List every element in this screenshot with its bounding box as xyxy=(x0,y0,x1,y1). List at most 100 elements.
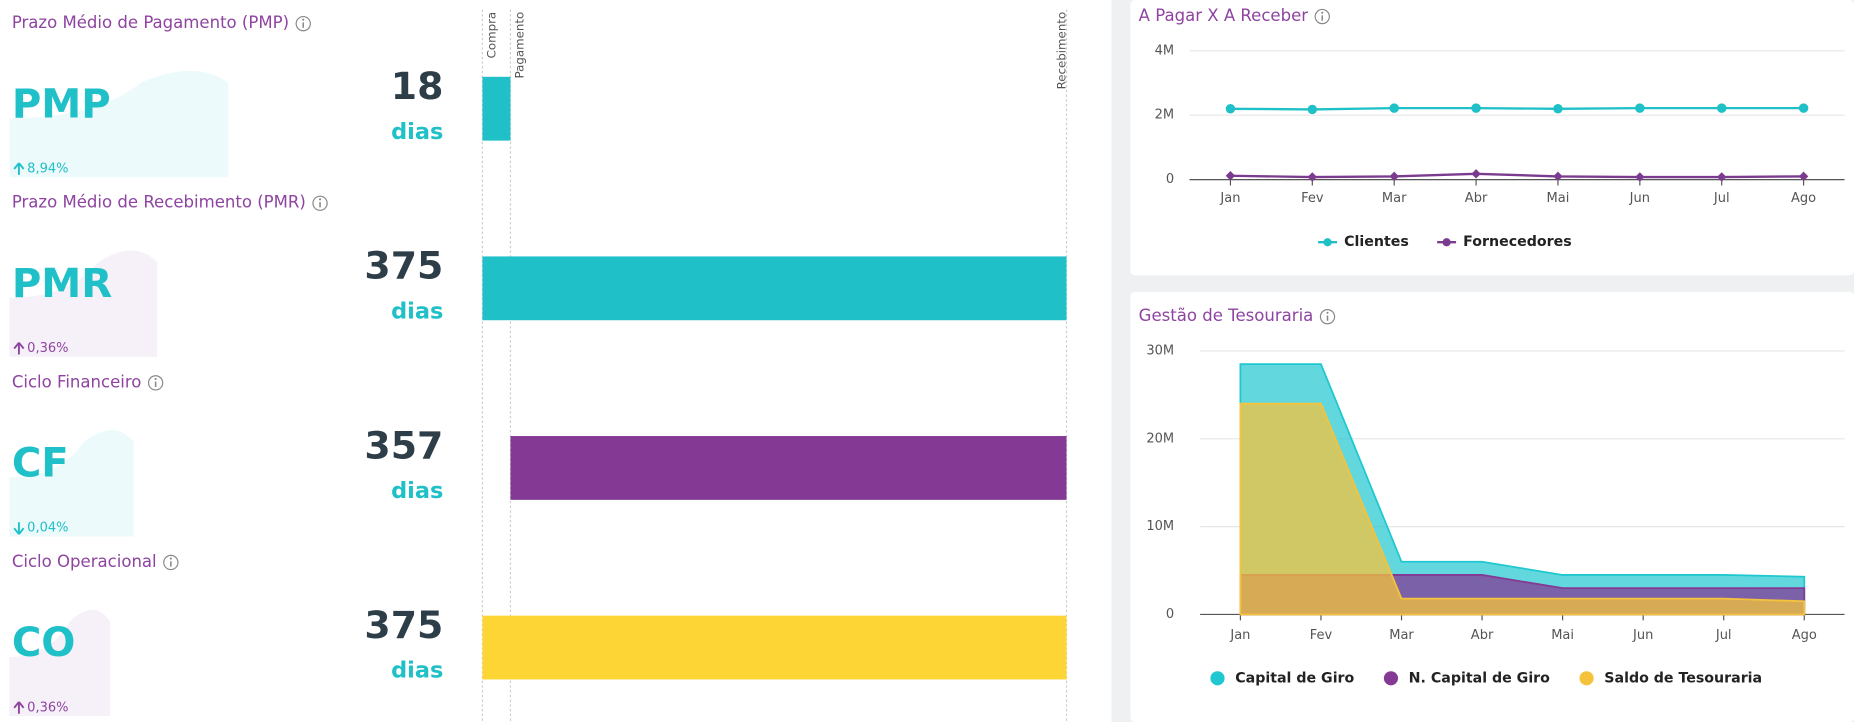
x-tick-label: Ago xyxy=(1791,191,1816,206)
info-icon xyxy=(312,195,328,211)
x-tick-label: Jul xyxy=(1715,628,1732,643)
kpi-value: 18 xyxy=(391,64,444,108)
y-tick-label: 0 xyxy=(1166,607,1174,622)
info-circle xyxy=(1319,309,1336,325)
kpi-abbr: PMP xyxy=(12,81,111,127)
legend-item: Clientes xyxy=(1318,234,1409,250)
kpi-bar xyxy=(482,256,1067,321)
point xyxy=(1635,103,1645,113)
legend-label: Capital de Giro xyxy=(1235,670,1354,686)
point xyxy=(1716,172,1727,182)
info-dot xyxy=(302,18,305,21)
chart-title: A Pagar X A Receber xyxy=(1139,6,1309,25)
kpi-change: 0,04% xyxy=(27,521,68,536)
point xyxy=(1798,103,1809,113)
legend-marker xyxy=(1323,238,1332,247)
legend-marker xyxy=(1442,238,1451,247)
legend-marker xyxy=(1210,671,1225,686)
y-tick-label: 2M xyxy=(1155,108,1175,123)
card xyxy=(1130,291,1854,722)
kpi-abbr: PMR xyxy=(12,261,112,307)
info-icon xyxy=(1319,309,1336,325)
legend-item: Fornecedores xyxy=(1437,234,1572,250)
info-icon xyxy=(147,375,164,391)
x-tick-label: Jun xyxy=(1629,191,1650,206)
point xyxy=(1389,171,1399,182)
change-arrow xyxy=(13,522,25,535)
info-circle xyxy=(1314,8,1330,25)
area-series xyxy=(1239,402,1806,616)
info-dot xyxy=(1321,11,1324,14)
kpi-abbr: CO xyxy=(12,620,76,666)
card xyxy=(1130,0,1854,276)
x-tick-label: Mar xyxy=(1389,628,1414,643)
sparkline xyxy=(9,70,229,178)
legend-label: Fornecedores xyxy=(1463,234,1572,250)
kpi-unit: dias xyxy=(391,658,443,684)
kpi-unit: dias xyxy=(391,119,443,145)
kpi-bar xyxy=(510,436,1067,500)
kpi-abbr: CF xyxy=(12,441,69,487)
info-dot xyxy=(154,377,157,381)
timeline-label: Recebimento xyxy=(1054,12,1068,90)
x-tick-label: Jun xyxy=(1632,628,1653,643)
kpi-unit: dias xyxy=(391,298,443,324)
x-tick-label: Jul xyxy=(1713,191,1730,206)
point xyxy=(1798,171,1809,182)
legend-item: Saldo de Tesouraria xyxy=(1579,670,1762,686)
legend-item: N. Capital de Giro xyxy=(1383,670,1550,686)
x-tick-label: Fev xyxy=(1310,628,1333,643)
point xyxy=(1553,104,1563,114)
legend-item: Capital de Giro xyxy=(1210,670,1355,686)
kpi-title: Prazo Médio de Pagamento (PMP) xyxy=(12,13,289,32)
info-circle xyxy=(163,554,179,571)
info-icon xyxy=(295,15,311,32)
point xyxy=(1307,104,1318,115)
change-arrow xyxy=(13,342,25,355)
point xyxy=(1471,103,1481,113)
x-tick-label: Mai xyxy=(1551,628,1574,643)
info-dot xyxy=(1326,311,1329,314)
kpi-bar xyxy=(482,615,1067,680)
x-tick-label: Mar xyxy=(1382,191,1407,206)
kpi-change: 8,94% xyxy=(27,161,68,176)
x-tick-label: Jan xyxy=(1219,191,1240,206)
legend-marker xyxy=(1579,671,1594,686)
legend-label: N. Capital de Giro xyxy=(1409,670,1550,686)
legend-label: Saldo de Tesouraria xyxy=(1604,670,1762,686)
x-tick-label: Fev xyxy=(1301,191,1324,206)
x-tick-label: Jan xyxy=(1229,628,1250,643)
sparkline xyxy=(9,609,110,717)
kpi-title: Ciclo Operacional xyxy=(12,552,157,571)
x-tick-label: Abr xyxy=(1471,628,1494,643)
kpi-change: 0,36% xyxy=(27,341,68,356)
sparkline xyxy=(9,430,134,537)
point xyxy=(1307,172,1318,182)
x-tick-label: Mai xyxy=(1547,191,1570,206)
info-circle xyxy=(295,15,311,32)
x-tick-label: Abr xyxy=(1465,191,1488,206)
chart-title: Gestão de Tesouraria xyxy=(1139,306,1314,325)
point xyxy=(1225,104,1236,114)
kpi-value: 375 xyxy=(364,244,443,288)
point xyxy=(1635,172,1645,182)
info-icon xyxy=(1314,8,1330,25)
y-tick-label: 20M xyxy=(1146,431,1174,446)
kpi-unit: dias xyxy=(391,478,443,504)
timeline-label: Compra xyxy=(484,12,498,59)
kpi-title: Prazo Médio de Recebimento (PMR) xyxy=(12,193,306,212)
y-tick-label: 10M xyxy=(1146,519,1174,534)
x-tick-label: Ago xyxy=(1792,628,1817,643)
kpi-title: Ciclo Financeiro xyxy=(12,372,142,391)
info-circle xyxy=(312,195,328,211)
info-icon xyxy=(163,554,179,571)
y-tick-label: 30M xyxy=(1146,343,1174,358)
change-arrow xyxy=(13,701,25,714)
point xyxy=(1553,171,1563,182)
legend-label: Clientes xyxy=(1344,234,1409,250)
kpi-bar xyxy=(482,76,511,141)
change-arrow xyxy=(13,162,25,175)
timeline-label: Pagamento xyxy=(512,12,526,79)
